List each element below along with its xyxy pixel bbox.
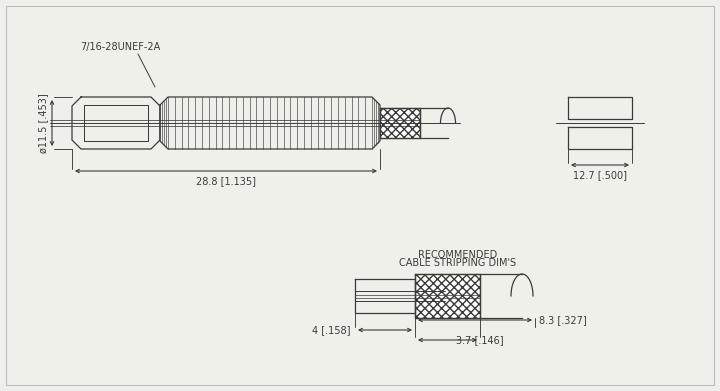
- Text: 12.7 [.500]: 12.7 [.500]: [573, 170, 627, 180]
- Bar: [415, 274, 480, 318]
- Text: 4 [.158]: 4 [.158]: [312, 325, 351, 335]
- Text: 8.3 [.327]: 8.3 [.327]: [539, 315, 587, 325]
- Bar: [380, 108, 420, 138]
- Text: 3.7 [.146]: 3.7 [.146]: [456, 335, 503, 345]
- Text: CABLE STRIPPING DIM'S: CABLE STRIPPING DIM'S: [400, 258, 516, 268]
- Text: 7/16-28UNEF-2A: 7/16-28UNEF-2A: [80, 42, 160, 52]
- Text: ø11.5 [.453]: ø11.5 [.453]: [38, 93, 48, 153]
- Text: 28.8 [1.135]: 28.8 [1.135]: [196, 176, 256, 186]
- Text: RECOMMENDED: RECOMMENDED: [418, 250, 498, 260]
